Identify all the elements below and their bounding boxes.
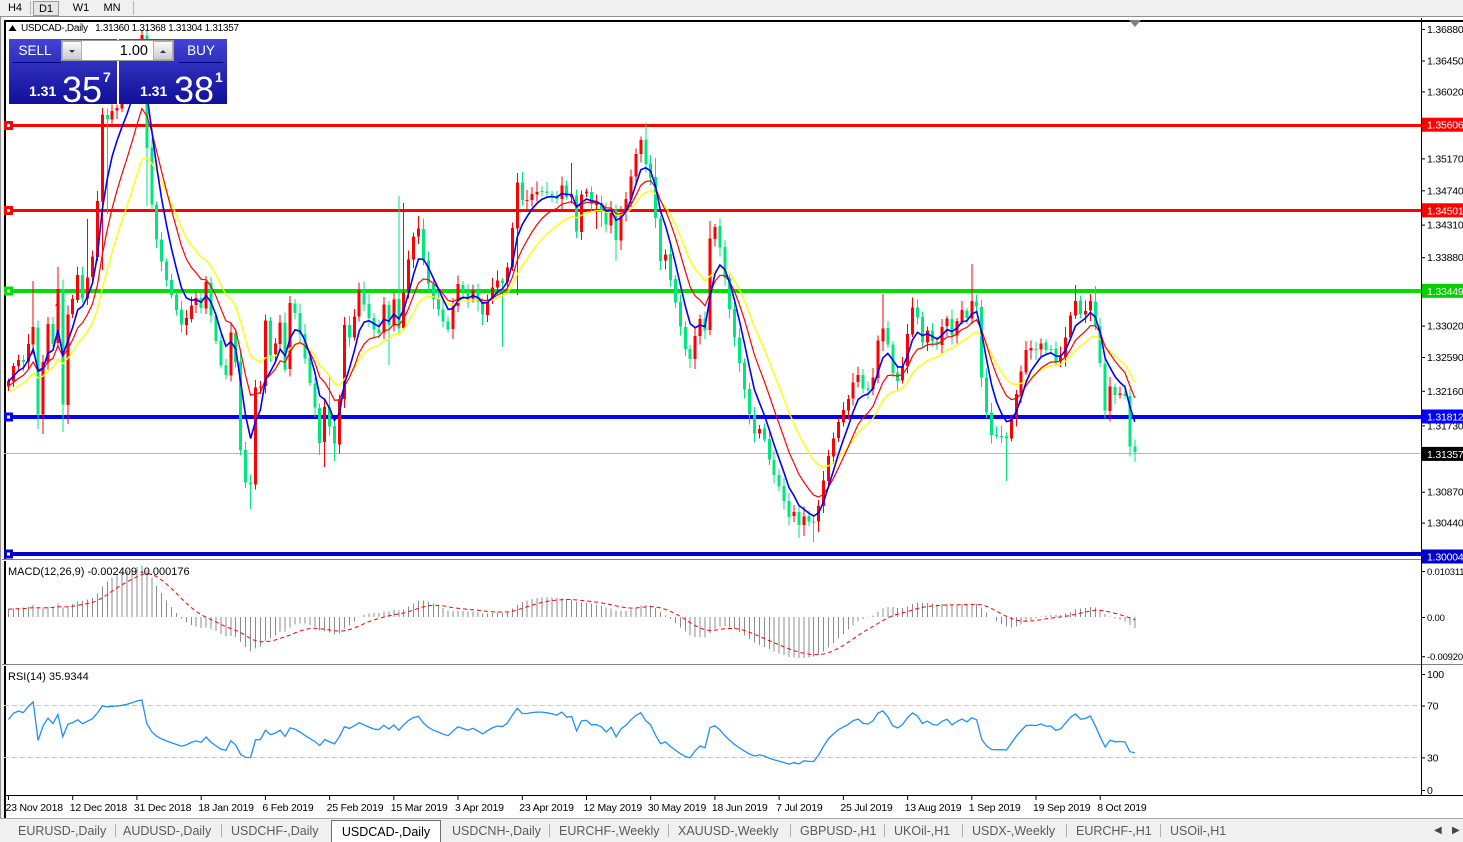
svg-text:RSI(14) 35.9344: RSI(14) 35.9344: [8, 671, 89, 683]
svg-text:13 Aug 2019: 13 Aug 2019: [905, 802, 962, 814]
svg-text:1.32160: 1.32160: [1427, 386, 1463, 398]
svg-text:-0.009203: -0.009203: [1427, 652, 1463, 663]
svg-text:0: 0: [1427, 785, 1433, 797]
svg-text:25 Jul 2019: 25 Jul 2019: [840, 802, 892, 814]
svg-text:1.34310: 1.34310: [1427, 220, 1463, 232]
svg-text:31 Dec 2018: 31 Dec 2018: [134, 802, 192, 814]
svg-text:18 Jan 2019: 18 Jan 2019: [198, 802, 254, 814]
svg-text:1.33449: 1.33449: [1427, 286, 1463, 298]
svg-text:1.33020: 1.33020: [1427, 321, 1463, 333]
svg-text:1.35170: 1.35170: [1427, 153, 1463, 165]
svg-text:19 Sep 2019: 19 Sep 2019: [1033, 802, 1091, 814]
svg-text:1.31357: 1.31357: [1427, 449, 1463, 461]
svg-text:1.30440: 1.30440: [1427, 518, 1463, 530]
svg-text:1 Sep 2019: 1 Sep 2019: [969, 802, 1021, 814]
svg-text:12 May 2019: 12 May 2019: [584, 802, 643, 814]
svg-text:MACD(12,26,9) -0.002409 -0.000: MACD(12,26,9) -0.002409 -0.000176: [8, 566, 190, 578]
svg-text:1.36020: 1.36020: [1427, 86, 1463, 98]
svg-text:1.34740: 1.34740: [1427, 185, 1463, 197]
svg-text:70: 70: [1427, 701, 1439, 713]
svg-text:1.32590: 1.32590: [1427, 352, 1463, 364]
svg-text:1.35606: 1.35606: [1427, 120, 1463, 132]
svg-text:1.30004: 1.30004: [1427, 552, 1463, 564]
svg-text:1.34501: 1.34501: [1427, 205, 1463, 217]
svg-text:18 Jun 2019: 18 Jun 2019: [712, 802, 768, 814]
svg-text:6 Feb 2019: 6 Feb 2019: [262, 802, 313, 814]
svg-text:30 May 2019: 30 May 2019: [648, 802, 707, 814]
svg-text:100: 100: [1427, 669, 1444, 681]
svg-text:3 Apr 2019: 3 Apr 2019: [455, 802, 504, 814]
svg-text:0.010311: 0.010311: [1427, 567, 1463, 578]
svg-text:7 Jul 2019: 7 Jul 2019: [776, 802, 823, 814]
svg-text:USDCAD-,Daily 1.31360 1.3136: USDCAD-,Daily 1.31360 1.31368 1.31304 1.…: [21, 23, 239, 34]
svg-text:12 Dec 2018: 12 Dec 2018: [70, 802, 128, 814]
svg-text:0.00: 0.00: [1427, 613, 1445, 624]
svg-text:25 Feb 2019: 25 Feb 2019: [327, 802, 384, 814]
svg-text:15 Mar 2019: 15 Mar 2019: [391, 802, 448, 814]
svg-text:1.33880: 1.33880: [1427, 252, 1463, 264]
svg-text:1.36450: 1.36450: [1427, 56, 1463, 68]
svg-text:23 Nov 2018: 23 Nov 2018: [6, 802, 64, 814]
svg-text:8 Oct 2019: 8 Oct 2019: [1097, 802, 1147, 814]
svg-text:1.31812: 1.31812: [1427, 412, 1463, 424]
svg-text:1.30870: 1.30870: [1427, 487, 1463, 499]
svg-text:30: 30: [1427, 752, 1439, 764]
svg-text:23 Apr 2019: 23 Apr 2019: [519, 802, 574, 814]
svg-text:1.36880: 1.36880: [1427, 24, 1463, 36]
